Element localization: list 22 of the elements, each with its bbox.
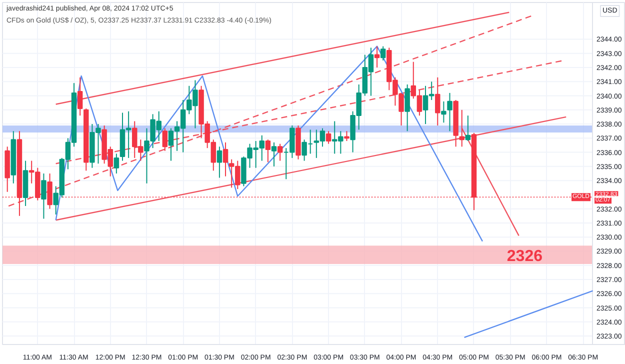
- candlestick: [326, 130, 332, 144]
- candlestick: [47, 173, 52, 210]
- candlestick: [222, 142, 228, 177]
- candlestick: [277, 143, 283, 162]
- candlestick: [162, 128, 168, 152]
- candlestick: [441, 100, 446, 124]
- line-series: [55, 46, 484, 242]
- candlestick: [77, 76, 83, 116]
- band-label: 2326: [506, 248, 543, 265]
- candlestick: [344, 130, 350, 142]
- candlestick: [380, 46, 386, 61]
- candlestick: [41, 173, 46, 220]
- candlestick: [435, 76, 440, 126]
- candlestick: [465, 115, 471, 142]
- candlestick: [374, 46, 380, 68]
- candlestick: [265, 139, 271, 163]
- candlestick: [271, 142, 277, 167]
- candlestick: [114, 153, 120, 174]
- candlestick: [404, 84, 410, 132]
- candlestick: [459, 109, 464, 148]
- candlestick: [216, 146, 222, 178]
- candlestick: [447, 92, 452, 132]
